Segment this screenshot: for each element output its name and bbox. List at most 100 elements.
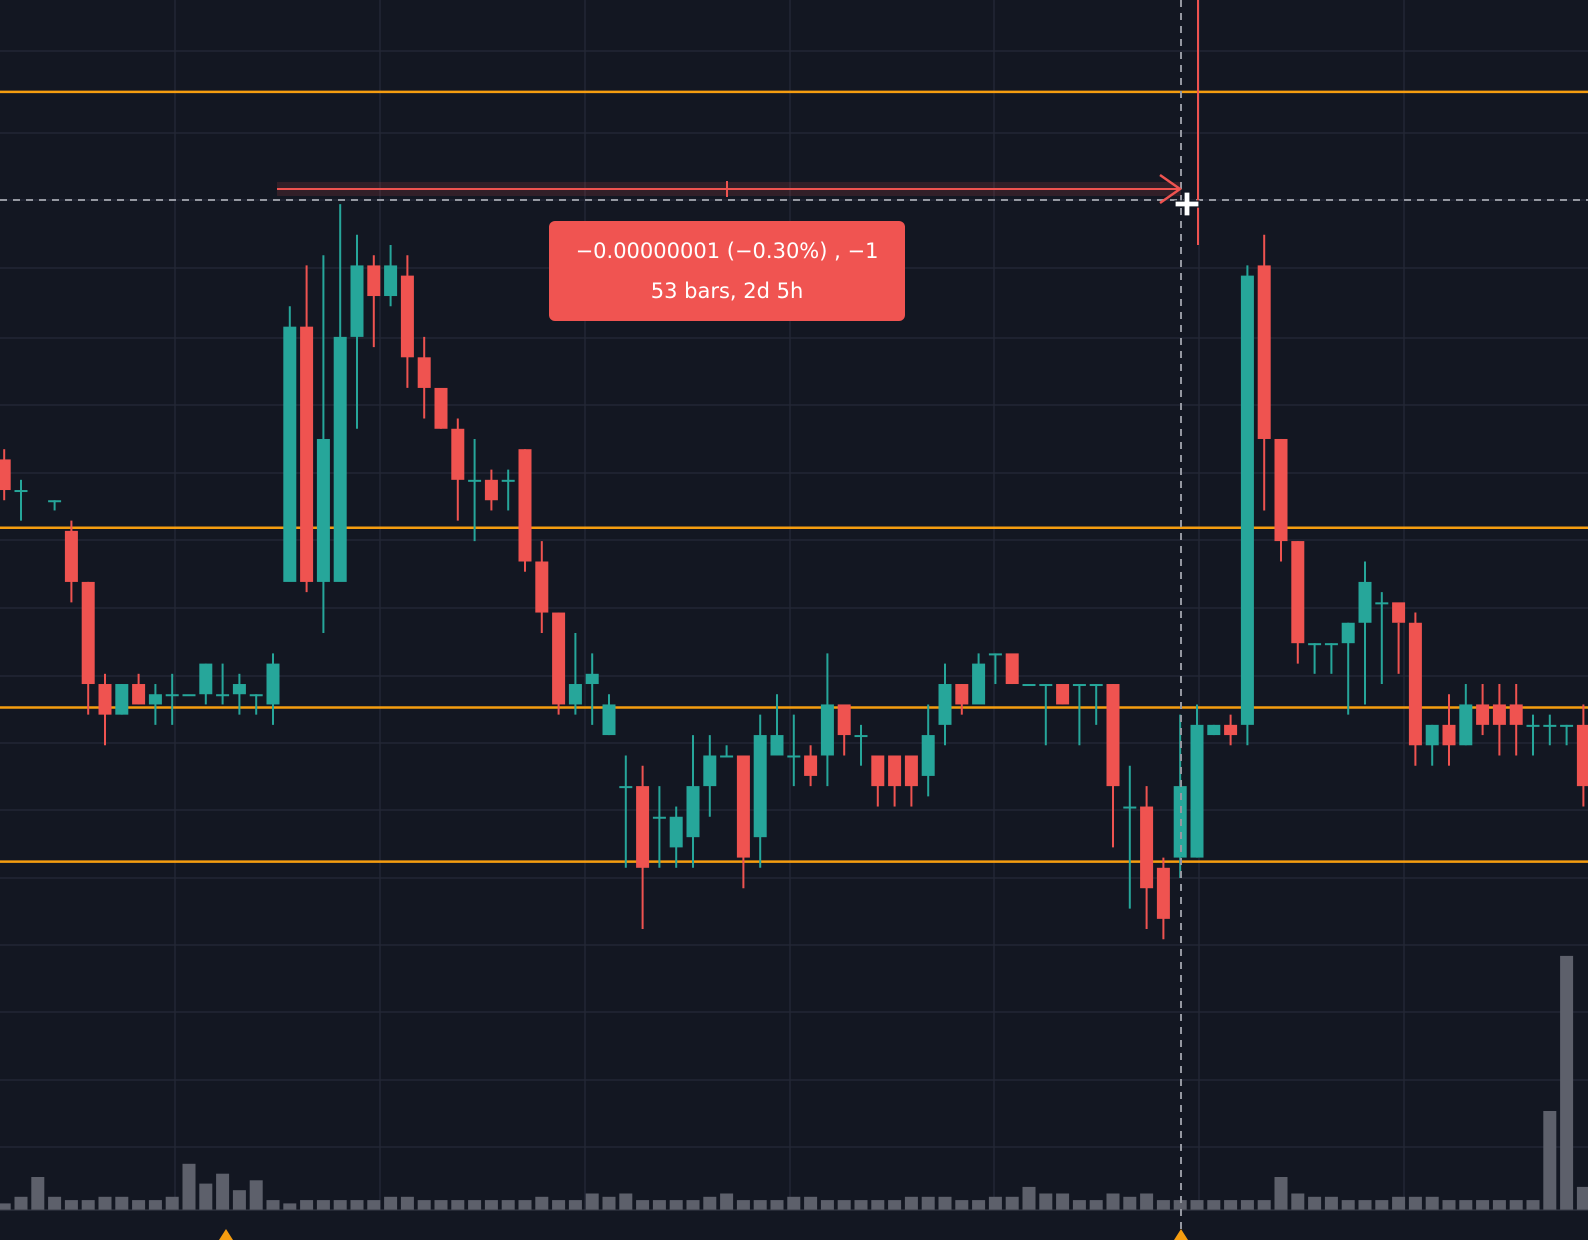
- volume-bar: [216, 1173, 230, 1210]
- volume-bar: [14, 1196, 28, 1210]
- candle-body: [1425, 724, 1439, 746]
- candle: [199, 663, 213, 705]
- candle: [1224, 714, 1238, 746]
- volume-bar: [434, 1200, 448, 1210]
- volume-bar: [1476, 1200, 1490, 1210]
- candle: [48, 500, 62, 511]
- volume-bar: [972, 1200, 986, 1210]
- candle: [1274, 438, 1288, 562]
- horizontal-levels[interactable]: [0, 90, 1588, 863]
- candle: [1509, 684, 1523, 756]
- candle-body: [451, 428, 465, 480]
- candle-body: [1072, 684, 1086, 687]
- candle: [1207, 724, 1221, 736]
- candle-body: [484, 479, 498, 501]
- candle-body: [636, 786, 650, 868]
- candle: [132, 673, 146, 705]
- candle: [1560, 724, 1574, 746]
- volume-bar: [535, 1196, 549, 1210]
- candle-body: [199, 663, 213, 695]
- measure-arrow-head: [1159, 173, 1183, 205]
- candle: [98, 673, 112, 746]
- candle: [703, 735, 717, 817]
- candle: [266, 653, 280, 725]
- candle-body: [1526, 724, 1540, 727]
- candle-body: [81, 581, 95, 685]
- candle: [216, 663, 230, 705]
- volume-bar: [1358, 1200, 1372, 1210]
- volume-bar: [820, 1200, 834, 1210]
- candle: [1022, 684, 1036, 687]
- volume-bar: [854, 1200, 868, 1210]
- candle-body: [1341, 622, 1355, 644]
- candle: [753, 714, 767, 868]
- volume-bar: [148, 1200, 162, 1210]
- candle: [1408, 612, 1422, 766]
- candle-body: [804, 755, 818, 776]
- candle-body: [602, 704, 616, 736]
- candle: [585, 653, 599, 725]
- candle: [1543, 714, 1557, 746]
- volume-bar: [753, 1200, 767, 1210]
- candle-body: [350, 265, 364, 337]
- candle: [501, 469, 515, 511]
- volume-bar: [1224, 1200, 1238, 1210]
- candle-body: [703, 755, 717, 787]
- volume-bar: [384, 1196, 398, 1210]
- candle-body: [232, 684, 246, 695]
- candle: [81, 581, 95, 715]
- volume-bar: [417, 1200, 431, 1210]
- volume-bar: [837, 1200, 851, 1210]
- volume-bar: [468, 1200, 482, 1210]
- candle: [770, 694, 784, 756]
- volume-bar: [98, 1196, 112, 1210]
- candle-body: [1459, 704, 1473, 746]
- volume-bar: [904, 1196, 918, 1210]
- volume-bar: [1207, 1200, 1221, 1210]
- candle: [64, 520, 78, 603]
- candle: [988, 653, 1002, 685]
- candle-body: [1140, 806, 1154, 889]
- candle: [1341, 622, 1355, 715]
- candle-body: [48, 500, 62, 503]
- volume-bar: [501, 1200, 515, 1210]
- candle-body: [1039, 684, 1053, 687]
- candle-body: [552, 612, 566, 705]
- candle-body: [132, 684, 146, 705]
- candle-body: [316, 438, 330, 582]
- candle: [1106, 684, 1120, 848]
- candle-body: [1190, 724, 1204, 858]
- candle: [1324, 643, 1338, 674]
- crosshair-cursor-icon: [1174, 191, 1200, 217]
- candle: [804, 745, 818, 787]
- candle-body: [837, 704, 851, 736]
- volume-bar: [988, 1196, 1002, 1210]
- candle-body: [384, 265, 398, 297]
- volume-bar: [1022, 1186, 1036, 1210]
- volume-bar: [115, 1196, 129, 1210]
- candle: [434, 387, 448, 429]
- candle: [148, 684, 162, 725]
- candle: [1308, 643, 1322, 674]
- volume-bar: [770, 1200, 784, 1210]
- volume-bar: [552, 1200, 566, 1210]
- candle-body: [165, 694, 179, 697]
- candle-body: [988, 653, 1002, 656]
- volume-bar: [1492, 1200, 1506, 1210]
- candle: [0, 449, 11, 501]
- candle: [669, 806, 683, 868]
- candle-body: [1408, 622, 1422, 746]
- volume-bars: [0, 955, 1588, 1211]
- candle-body: [652, 816, 666, 819]
- candle-body: [753, 735, 767, 838]
- candle-body: [1022, 684, 1036, 687]
- candle-body: [972, 663, 986, 705]
- candle-body: [854, 735, 868, 738]
- candle: [1425, 724, 1439, 766]
- candle: [1576, 704, 1588, 807]
- candle-body: [1375, 602, 1389, 605]
- candle-body: [1089, 684, 1103, 687]
- candle: [619, 755, 633, 868]
